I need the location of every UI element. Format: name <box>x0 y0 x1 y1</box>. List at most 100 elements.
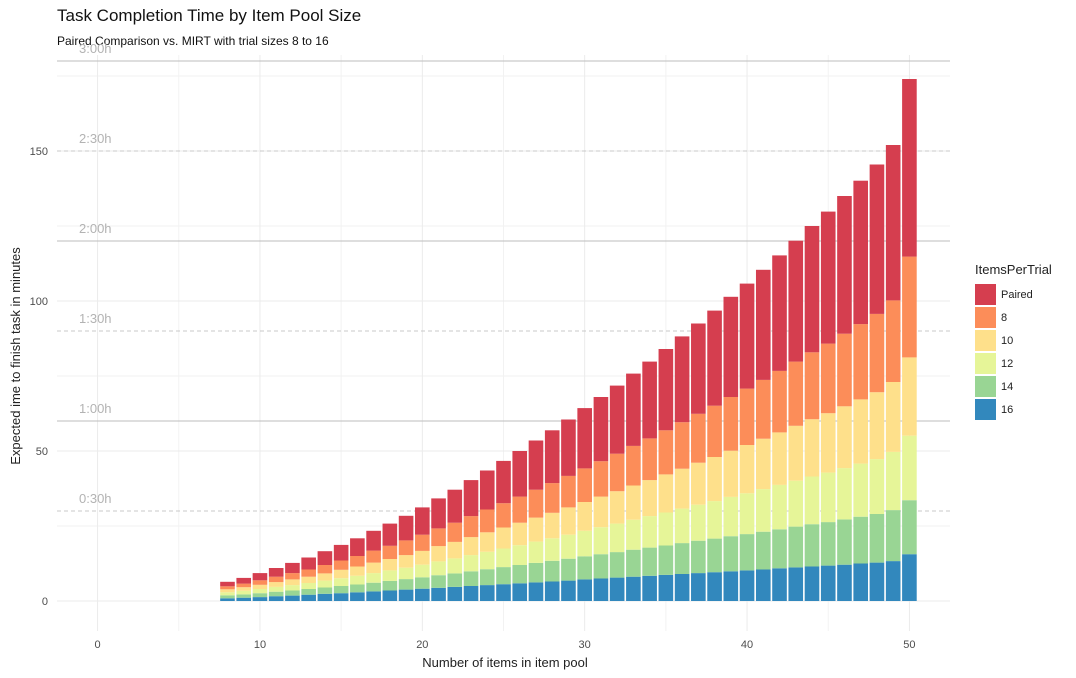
legend-label: Paired <box>1001 288 1033 301</box>
bar-segment-16 <box>626 576 641 601</box>
bar-segment-12 <box>674 508 690 544</box>
bar-segment-Paired <box>593 397 609 462</box>
bar-segment-8 <box>707 405 722 457</box>
bar-segment-8 <box>512 496 528 523</box>
bar-segment-16 <box>398 589 414 601</box>
reference-line-label: 0:30h <box>79 491 112 506</box>
bar-segment-Paired <box>398 515 414 541</box>
legend-swatch <box>975 353 996 374</box>
bar-segment-14 <box>268 591 284 597</box>
bar-segment-10 <box>739 445 755 494</box>
bar-segment-8 <box>837 333 852 407</box>
bar-segment-10 <box>707 457 722 502</box>
bar-segment-16 <box>463 586 479 601</box>
bar-segment-12 <box>512 545 528 565</box>
bar-segment-Paired <box>431 498 446 529</box>
bar-segment-8 <box>528 489 544 518</box>
bar-segment-16 <box>723 571 739 601</box>
bar-segment-8 <box>220 586 235 590</box>
bar-segment-8 <box>561 475 576 508</box>
bar-segment-14 <box>674 543 690 574</box>
bar-segment-12 <box>723 496 739 537</box>
bar-segment-10 <box>902 357 917 436</box>
bar-segment-Paired <box>885 145 901 301</box>
x-tick-label: 50 <box>903 639 915 651</box>
bar-segment-Paired <box>479 470 495 510</box>
bar-segment-12 <box>236 590 252 595</box>
x-tick-label: 40 <box>741 639 753 651</box>
y-tick-label: 150 <box>30 146 48 158</box>
legend-item: 10 <box>975 329 1052 352</box>
bar-segment-14 <box>447 573 463 587</box>
legend-swatch <box>975 376 996 397</box>
bar-segment-Paired <box>252 573 268 581</box>
bar-segment-10 <box>317 573 333 581</box>
bar-segment-Paired <box>658 349 674 431</box>
legend-label: 8 <box>1001 311 1008 324</box>
bar-segment-8 <box>285 573 300 580</box>
bar-segment-Paired <box>902 79 917 257</box>
legend-label: 14 <box>1001 380 1014 393</box>
legend-item: 16 <box>975 398 1052 421</box>
bar-segment-12 <box>415 564 430 578</box>
bar-segment-8 <box>479 509 495 533</box>
bar-segment-8 <box>674 422 690 469</box>
bar-segment-14 <box>837 519 852 565</box>
bar-segment-16 <box>577 579 592 601</box>
bar-segment-Paired <box>674 336 690 423</box>
bar-segment-8 <box>755 379 771 439</box>
bar-segment-Paired <box>739 283 755 389</box>
x-axis-title: Number of items in item pool <box>422 655 588 670</box>
bar-segment-12 <box>869 459 885 514</box>
bar-segment-10 <box>674 468 690 509</box>
bar-segment-16 <box>739 570 755 601</box>
bar-segment-12 <box>837 468 852 520</box>
bar-segment-14 <box>512 565 528 584</box>
bar-segment-8 <box>820 343 836 414</box>
legend-item: 12 <box>975 352 1052 375</box>
bar-segment-16 <box>236 597 252 601</box>
bar-segment-Paired <box>317 551 333 565</box>
bar-segment-16 <box>804 566 820 601</box>
bar-segment-Paired <box>788 240 804 362</box>
bar-segment-14 <box>609 552 625 578</box>
bar-segment-14 <box>739 534 755 571</box>
x-tick-label: 20 <box>416 639 428 651</box>
bar-segment-Paired <box>837 196 852 334</box>
bar-segment-14 <box>366 582 381 592</box>
legend-label: 12 <box>1001 357 1014 370</box>
bar-segment-8 <box>333 560 349 570</box>
bar-segment-16 <box>837 564 852 601</box>
bar-segment-8 <box>317 565 333 574</box>
bar-segment-16 <box>447 586 463 601</box>
bar-segment-12 <box>431 561 446 576</box>
bar-segment-16 <box>479 585 495 601</box>
bar-segment-10 <box>788 425 804 481</box>
reference-line-label: 1:00h <box>79 401 112 416</box>
bar-segment-10 <box>658 474 674 513</box>
bar-segment-12 <box>804 476 820 525</box>
legend-title: ItemsPerTrial <box>975 262 1052 277</box>
bar-segment-Paired <box>544 430 560 484</box>
bar-segment-10 <box>431 546 446 562</box>
bar-segment-Paired <box>285 562 300 574</box>
bar-segment-14 <box>577 556 592 580</box>
bar-segment-16 <box>885 561 901 601</box>
bar-segment-14 <box>463 571 479 586</box>
bar-segment-12 <box>593 527 609 555</box>
bar-segment-12 <box>317 580 333 588</box>
bar-segment-16 <box>707 572 722 601</box>
legend-swatch <box>975 399 996 420</box>
bar-segment-Paired <box>577 408 592 469</box>
bar-segment-8 <box>739 388 755 445</box>
bar-segment-10 <box>837 406 852 469</box>
bar-segment-14 <box>723 536 739 572</box>
x-tick-label: 30 <box>579 639 591 651</box>
bar-segment-16 <box>772 568 787 601</box>
bar-segment-14 <box>885 510 901 562</box>
bar-segment-8 <box>658 430 674 475</box>
bar-segment-12 <box>528 541 544 563</box>
bar-segment-14 <box>593 554 609 579</box>
bar-segment-16 <box>609 577 625 601</box>
bar-segment-12 <box>609 523 625 553</box>
